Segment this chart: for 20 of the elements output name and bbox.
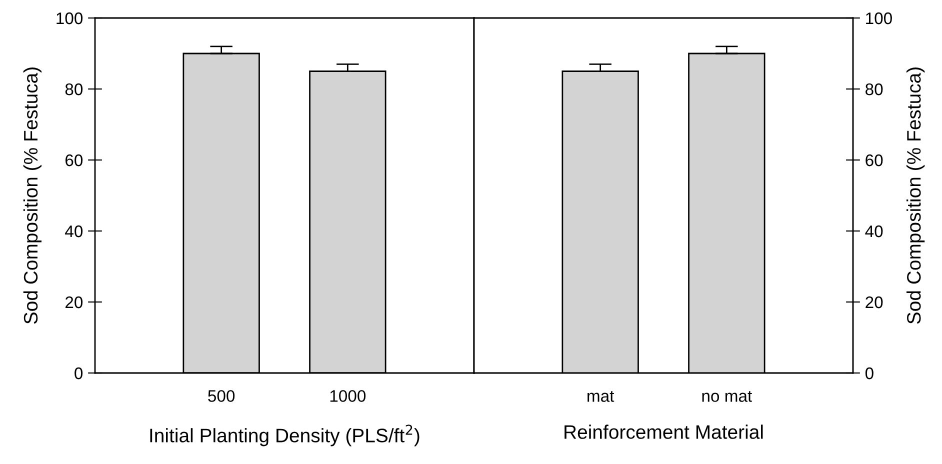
- y2-axis-title: Sod Composition (% Festuca): [906, 68, 925, 324]
- y-axis-title: Sod Composition (% Festuca): [23, 68, 42, 324]
- x-tick-label: 1000: [330, 390, 366, 402]
- y-tick-label: 60: [66, 154, 83, 166]
- y2-tick-label: 0: [865, 367, 874, 380]
- y2-tick-label: 100: [866, 12, 892, 24]
- y-tick-label: 100: [56, 12, 83, 24]
- y2-tick-label: 20: [866, 296, 883, 308]
- y-tick-label: 0: [74, 367, 83, 380]
- y-tick-label: 20: [65, 296, 83, 308]
- x-axis-title: Initial Planting Density (PLS/ft$^{2}$): [150, 424, 420, 446]
- x-axis-title: Reinforcement Material: [564, 424, 763, 439]
- y-tick-label: 80: [65, 83, 83, 96]
- x-tick-label: 500: [208, 390, 235, 402]
- x-tick-label: no mat: [702, 390, 752, 402]
- x-tick-label: mat: [588, 390, 614, 402]
- y2-tick-label: 80: [866, 83, 883, 96]
- y2-tick-label: 60: [866, 154, 883, 166]
- y-tick-label: 40: [65, 225, 83, 238]
- y2-tick-label: 40: [865, 225, 883, 238]
